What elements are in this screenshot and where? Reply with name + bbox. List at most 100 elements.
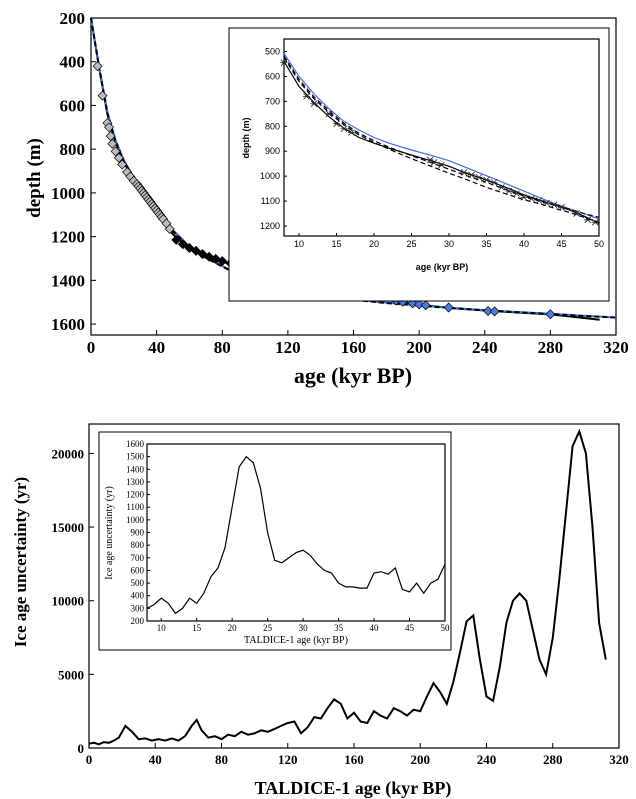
y-tick-label: 700 (265, 96, 280, 106)
black-diamond-marker (191, 245, 201, 256)
y-tick-label: 1000 (51, 184, 85, 203)
x-tick-label: 20 (369, 239, 379, 249)
x-tick-label: 160 (344, 752, 364, 767)
top-inset-markers (280, 59, 599, 226)
bottom-chart: 0 5000 10000 15000 20000 0 40 80 120 160 200 240 28… (11, 423, 629, 799)
black-diamond-marker (184, 242, 195, 253)
x-tick-label: 35 (481, 239, 491, 249)
y-tick-label: 900 (131, 528, 145, 538)
bottom-inset-y-axis-label: Ice age uncertainty (yr) (104, 486, 115, 580)
top-y-axis-label: depth (m) (24, 138, 45, 218)
x-tick-label: 40 (148, 338, 165, 357)
y-tick-label: 1100 (126, 502, 144, 512)
error-bar-marker (325, 110, 333, 118)
error-bar-marker (520, 194, 528, 201)
error-bar-marker (513, 190, 520, 197)
error-bar-marker (333, 120, 340, 128)
y-tick-label: 1400 (126, 464, 145, 474)
x-tick-label: 45 (556, 239, 566, 249)
x-tick-label: 120 (275, 338, 301, 357)
bottom-inset-y-ticks: 200 300 400 500 600 700 800 900 1000 1100 1200 1300… (126, 439, 150, 626)
gray-diamond-marker (92, 61, 103, 72)
x-tick-label: 80 (214, 338, 231, 357)
error-bar-marker (584, 216, 592, 224)
blue-diamond-marker (414, 299, 425, 310)
x-tick-label: 15 (331, 239, 341, 249)
x-tick-label: 35 (334, 623, 344, 633)
top-inset-y-axis-label: depth (m) (241, 118, 251, 159)
x-tick-label: 50 (594, 239, 604, 249)
y-tick-label: 1600 (126, 439, 145, 449)
x-tick-label: 40 (370, 623, 380, 633)
error-bar-marker (475, 174, 483, 181)
x-tick-label: 80 (215, 752, 228, 767)
blue-diamond-marker (483, 305, 494, 316)
y-tick-label: 15000 (52, 520, 85, 535)
bottom-inset-frame (98, 431, 452, 651)
error-bar-marker (310, 100, 318, 108)
y-tick-label: 800 (131, 540, 145, 550)
top-x-ticks: 0 40 80 120 160 200 240 280 320 (87, 330, 629, 357)
y-tick-label: 1200 (260, 221, 280, 231)
error-bar-marker (460, 169, 468, 176)
top-inset-frame (228, 27, 610, 302)
y-tick-label: 0 (78, 741, 85, 756)
y-tick-label: 300 (131, 603, 145, 613)
blue-diamond-marker (420, 300, 431, 311)
top-inset-plot-frame (283, 38, 600, 237)
y-tick-label: 200 (60, 9, 86, 28)
x-tick-label: 200 (406, 338, 432, 357)
y-tick-label: 600 (60, 96, 86, 115)
bottom-y-ticks: 0 5000 10000 15000 20000 (52, 446, 94, 756)
y-tick-label: 1500 (126, 452, 145, 462)
gray-diamond-marker (107, 138, 118, 149)
top-inset: 500 600 700 800 900 1000 1100 1200 10 15 20 25 30 35… (228, 27, 610, 302)
y-tick-label: 500 (265, 46, 280, 56)
top-inset-x-axis-label: age (kyr BP) (416, 262, 469, 272)
bottom-lines (88, 428, 607, 746)
error-bar-marker (591, 219, 599, 226)
y-tick-label: 200 (131, 616, 145, 626)
series-line-black-dashed (283, 55, 600, 218)
error-bar-marker (430, 159, 438, 166)
x-tick-label: 320 (603, 338, 629, 357)
error-bar-marker (426, 156, 434, 164)
y-tick-label: 1600 (51, 315, 85, 334)
error-bar-marker (340, 125, 348, 133)
error-bar-marker (558, 204, 565, 211)
error-bar-marker (498, 184, 505, 191)
error-bar-marker (528, 195, 535, 202)
blue-diamond-marker (443, 302, 454, 313)
x-tick-label: 50 (441, 623, 451, 633)
y-tick-label: 500 (131, 578, 145, 588)
gray-diamond-marker (117, 159, 128, 170)
x-tick-label: 280 (543, 752, 563, 767)
x-tick-label: 0 (86, 752, 93, 767)
y-tick-label: 1400 (51, 271, 85, 290)
y-tick-label: 900 (265, 146, 280, 156)
gray-diamond-marker (113, 152, 124, 163)
x-tick-label: 40 (519, 239, 529, 249)
error-bar-marker (280, 59, 288, 66)
x-tick-label: 10 (294, 239, 304, 249)
error-bar-marker (535, 197, 543, 204)
top-chart: 200 400 600 800 1000 1200 1400 1600 0 40 80 120 160… (24, 9, 629, 388)
y-tick-label: 1000 (260, 171, 280, 181)
gray-diamond-marker (97, 90, 108, 101)
x-tick-label: 30 (299, 623, 309, 633)
error-bar-marker (438, 161, 445, 169)
x-tick-label: 30 (444, 239, 454, 249)
blue-diamond-marker (545, 309, 556, 320)
x-tick-label: 240 (472, 338, 498, 357)
bottom-inset-x-axis-label: TALDICE-1 age (kyr BP) (244, 635, 348, 646)
gray-diamond-marker (104, 122, 115, 133)
top-inset-x-ticks: 10 15 20 25 30 35 40 45 50 (294, 233, 604, 249)
x-tick-label: 40 (149, 752, 162, 767)
y-tick-label: 400 (60, 53, 86, 72)
error-bar-marker (505, 187, 513, 195)
y-tick-label: 1200 (51, 228, 85, 247)
error-bar-marker (483, 176, 490, 184)
x-tick-label: 25 (406, 239, 416, 249)
error-bar-marker (303, 93, 310, 100)
top-x-axis-label: age (kyr BP) (294, 363, 412, 388)
